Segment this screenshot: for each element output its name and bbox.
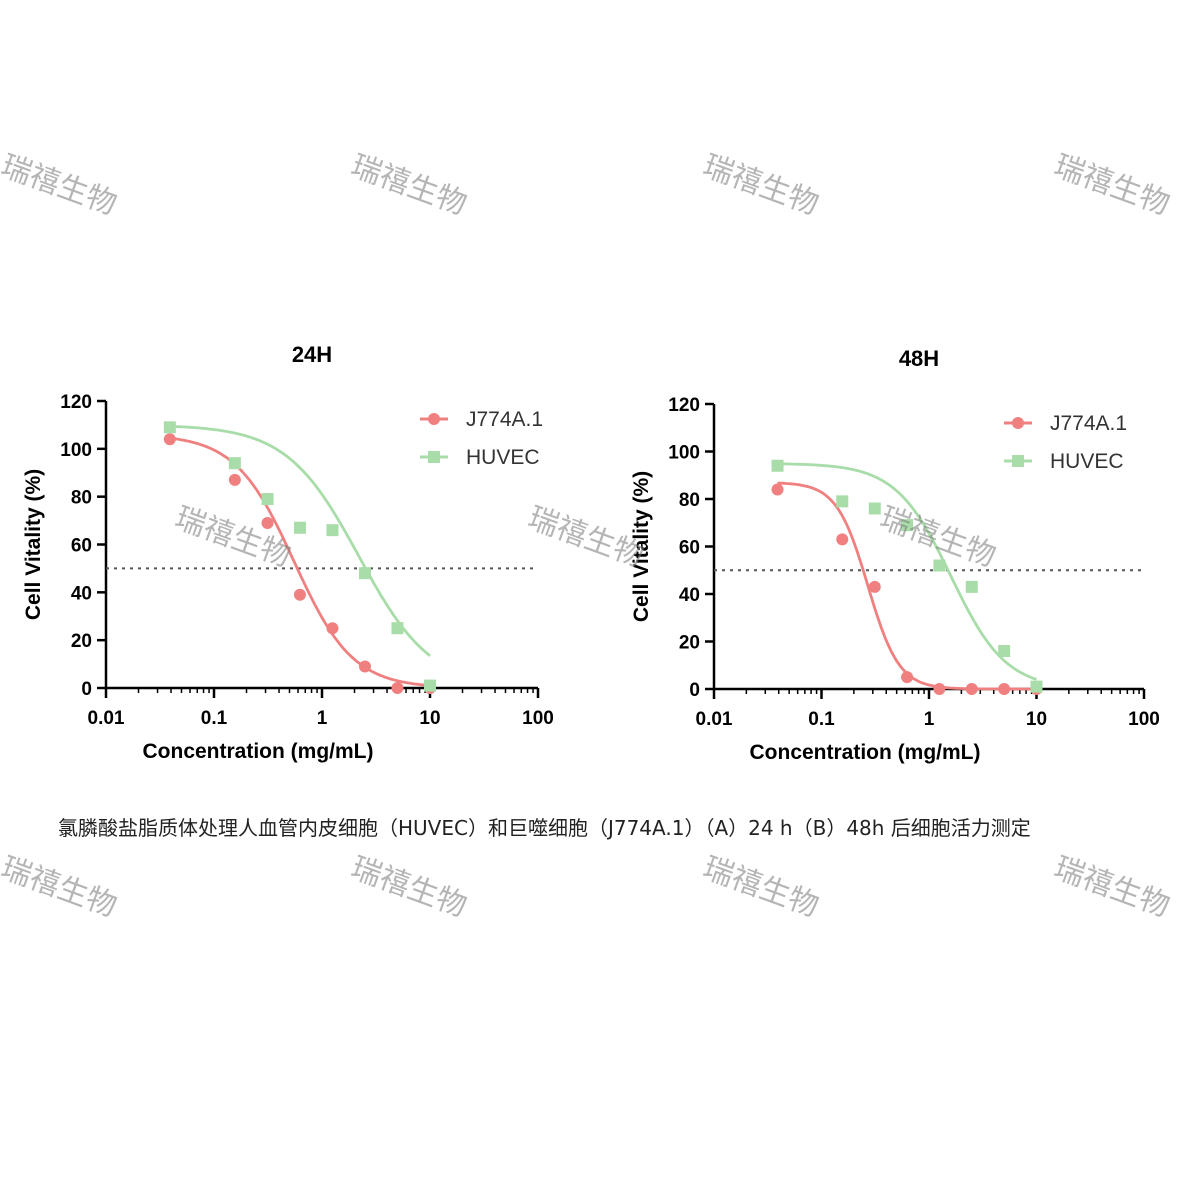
data-point-huvec: [998, 645, 1011, 657]
y-tick-label: 40: [679, 585, 700, 606]
y-tick-label: 40: [71, 583, 92, 604]
legend-label-j774a.1: J774A.1: [466, 408, 543, 431]
data-point-j774a.1: [771, 483, 784, 496]
x-axis-label: Concentration (mg/mL): [750, 741, 981, 764]
data-point-j774a.1: [228, 473, 241, 486]
data-point-j774a.1: [868, 580, 881, 593]
y-axis-label: Cell Vitality (%): [630, 471, 653, 622]
legend-label-j774a.1: J774A.1: [1050, 412, 1127, 435]
y-tick-label: 60: [71, 536, 92, 557]
chart-panel-48h: 48H 0 20 40 60 80 100 120 0.01 0.1 1 10 100 Concentra…: [630, 346, 1160, 764]
y-tick-label: 80: [679, 490, 700, 511]
y-tick-label: 80: [71, 488, 92, 509]
y-tick-label: 120: [668, 395, 700, 416]
fit-curve-huvec: [169, 424, 431, 657]
x-tick-label: 0.01: [88, 708, 125, 729]
data-point-huvec: [326, 524, 339, 537]
data-point-huvec: [228, 457, 241, 470]
x-tick-label: 0.1: [808, 709, 835, 730]
y-tick-label: 20: [71, 631, 92, 652]
y-tick-label: 100: [668, 443, 700, 464]
data-point-huvec: [771, 459, 784, 472]
data-point-huvec: [261, 493, 274, 506]
data-point-j774a.1: [261, 516, 274, 529]
data-point-huvec: [1030, 680, 1043, 693]
data-point-j774a.1: [163, 433, 176, 446]
x-tick-label: 0.1: [201, 708, 228, 729]
chart-title: 48H: [899, 346, 939, 371]
y-tick-label: 0: [689, 680, 700, 701]
y-tick-label: 60: [679, 538, 700, 559]
chart-title: 24H: [292, 342, 332, 367]
legend-marker: [1012, 417, 1024, 429]
x-tick-label: 100: [1128, 709, 1160, 730]
fit-curve-huvec: [777, 462, 1037, 681]
y-tick-label: 20: [679, 633, 700, 654]
data-point-j774a.1: [836, 533, 849, 546]
data-point-j774a.1: [293, 588, 306, 601]
x-tick-label: 1: [924, 709, 935, 730]
y-tick-label: 120: [60, 392, 92, 413]
data-point-j774a.1: [901, 671, 914, 684]
data-point-huvec: [163, 421, 176, 434]
data-point-huvec: [901, 519, 914, 532]
chart-panel-24h: 24H 0 20 40 60 80 100 120 0.01 0.1 1 10 100 Concentra…: [22, 342, 554, 763]
x-tick-label: 1: [317, 708, 328, 729]
legend-marker: [428, 413, 440, 425]
data-point-j774a.1: [965, 683, 978, 695]
x-axis-label: Concentration (mg/mL): [143, 740, 374, 763]
x-tick-label: 10: [419, 708, 440, 729]
data-point-j774a.1: [933, 683, 946, 695]
x-tick-label: 100: [522, 708, 554, 729]
legend-marker: [428, 451, 440, 463]
legend-label-huvec: HUVEC: [466, 446, 540, 469]
data-point-j774a.1: [391, 682, 404, 694]
y-tick-label: 100: [60, 440, 92, 461]
data-point-huvec: [933, 559, 946, 572]
x-tick-label: 10: [1026, 709, 1047, 730]
data-point-huvec: [868, 502, 881, 515]
data-point-huvec: [836, 495, 849, 508]
y-tick-label: 0: [81, 679, 92, 700]
fit-curve-j774a.1: [777, 481, 1037, 691]
data-point-huvec: [424, 679, 436, 692]
data-point-j774a.1: [326, 622, 339, 635]
data-point-j774a.1: [358, 660, 371, 673]
y-axis-label: Cell Vitality (%): [22, 469, 45, 620]
data-point-huvec: [391, 622, 404, 635]
legend-marker: [1012, 455, 1024, 467]
data-point-huvec: [293, 521, 306, 534]
data-point-huvec: [358, 567, 371, 580]
data-point-j774a.1: [998, 683, 1011, 695]
x-tick-label: 0.01: [696, 709, 733, 730]
legend-label-huvec: HUVEC: [1050, 450, 1124, 473]
fit-curve-j774a.1: [169, 436, 431, 687]
data-point-huvec: [965, 580, 978, 593]
figure-caption: 氯膦酸盐脂质体处理人血管内皮细胞（HUVEC）和巨噬细胞（J774A.1）（A）…: [58, 816, 1031, 840]
